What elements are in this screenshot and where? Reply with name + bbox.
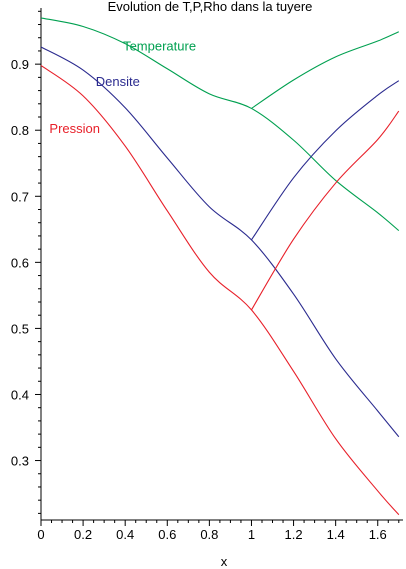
axes: 0 0.2 0.4 0.6 0.8 1 1.2 1.4 1.6 0.3 0.4 0.5 0.6 0.7 0.… xyxy=(11,8,403,542)
x-axis-title: x xyxy=(221,554,228,569)
temperature-label: Temperature xyxy=(123,38,196,53)
x-tick-label: 0.4 xyxy=(116,527,134,542)
densite-curve-main xyxy=(40,46,400,438)
y-tick-label: 0.4 xyxy=(11,387,29,402)
y-tick-label: 0.5 xyxy=(11,321,29,336)
y-tick-label: 0.6 xyxy=(11,255,29,270)
pression-label: Pression xyxy=(49,121,100,136)
x-tick-label: 1 xyxy=(248,527,255,542)
y-tick-label: 0.7 xyxy=(11,189,29,204)
x-tick-label: 0.8 xyxy=(200,527,218,542)
x-tick-label: 1.2 xyxy=(285,527,303,542)
chart-title: Evolution de T,P,Rho dans la tuyere xyxy=(108,0,313,14)
temperature-curve-main xyxy=(40,17,400,232)
annotation-layer: Temperature Densite Pression xyxy=(49,38,196,136)
x-tick-label: 0.2 xyxy=(74,527,92,542)
x-tick-label: 0.6 xyxy=(158,527,176,542)
pression-curve-branch xyxy=(250,110,400,311)
densite-label: Densite xyxy=(96,74,140,89)
y-tick-label: 0.9 xyxy=(11,57,29,72)
x-tick-label: 1.6 xyxy=(369,527,387,542)
temperature-curve-branch xyxy=(251,31,400,109)
x-tick-label: 1.4 xyxy=(327,527,345,542)
y-tick-label: 0.3 xyxy=(11,454,29,469)
pression-curve-main xyxy=(40,65,400,516)
densite-curve-branch xyxy=(251,80,400,241)
x-tick-label: 0 xyxy=(37,527,44,542)
y-tick-label: 0.8 xyxy=(11,123,29,138)
series-layer xyxy=(40,17,400,516)
